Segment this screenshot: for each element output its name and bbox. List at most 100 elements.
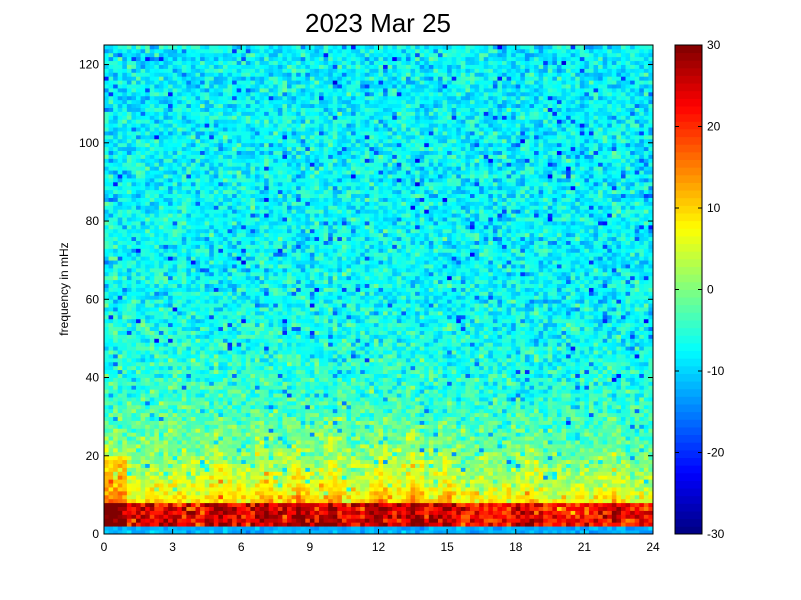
- heatmap-cell: [117, 404, 123, 410]
- heatmap-cell: [241, 295, 247, 300]
- heatmap-cell: [186, 455, 192, 461]
- heatmap-cell: [209, 178, 215, 183]
- heatmap-cell: [108, 424, 114, 429]
- heatmap-cell: [282, 213, 288, 218]
- heatmap-cell: [200, 326, 206, 331]
- heatmap-cell: [227, 365, 233, 371]
- heatmap-cell: [131, 416, 137, 421]
- heatmap-cell: [186, 408, 192, 414]
- heatmap-cell: [236, 311, 242, 316]
- heatmap-cell: [264, 111, 270, 116]
- heatmap-cell: [218, 291, 224, 296]
- heatmap-cell: [172, 432, 178, 437]
- heatmap-cell: [195, 303, 201, 308]
- heatmap-cell: [190, 350, 196, 355]
- heatmap-cell: [145, 193, 151, 198]
- heatmap-cell: [149, 381, 155, 386]
- heatmap-cell: [204, 514, 210, 519]
- heatmap-cell: [254, 314, 260, 320]
- heatmap-cell: [181, 412, 187, 418]
- heatmap-cell: [218, 197, 224, 202]
- heatmap-cell: [117, 80, 123, 85]
- heatmap-cell: [190, 138, 196, 144]
- heatmap-cell: [181, 287, 187, 292]
- heatmap-cell: [259, 72, 265, 77]
- heatmap-cell: [126, 166, 132, 171]
- heatmap-cell: [108, 377, 114, 382]
- heatmap-cell: [145, 64, 151, 69]
- heatmap-cell: [277, 494, 283, 500]
- heatmap-cell: [172, 514, 178, 519]
- heatmap-cell: [145, 80, 151, 85]
- heatmap-cell: [282, 318, 288, 324]
- heatmap-cell: [232, 459, 238, 464]
- heatmap-cell: [282, 197, 288, 202]
- heatmap-cell: [122, 56, 128, 62]
- heatmap-cell: [273, 408, 279, 414]
- heatmap-cell: [227, 506, 233, 511]
- heatmap-cell: [113, 275, 119, 281]
- heatmap-cell: [227, 99, 233, 105]
- heatmap-cell: [250, 68, 256, 73]
- heatmap-cell: [218, 193, 224, 198]
- heatmap-cell: [168, 318, 174, 324]
- heatmap-cell: [172, 361, 178, 367]
- heatmap-cell: [136, 514, 142, 519]
- heatmap-cell: [136, 361, 142, 367]
- heatmap-cell: [117, 346, 123, 351]
- heatmap-cell: [149, 115, 155, 120]
- heatmap-cell: [172, 166, 178, 171]
- heatmap-cell: [177, 107, 183, 112]
- heatmap-cell: [209, 506, 215, 511]
- heatmap-cell: [154, 361, 160, 367]
- heatmap-cell: [190, 381, 196, 386]
- heatmap-cell: [218, 506, 224, 511]
- heatmap-cell: [177, 498, 183, 504]
- heatmap-cell: [282, 455, 288, 461]
- heatmap-cell: [200, 60, 206, 65]
- heatmap-cell: [232, 103, 238, 108]
- heatmap-cell: [241, 123, 247, 128]
- heatmap-cell: [241, 444, 247, 449]
- heatmap-cell: [177, 338, 183, 343]
- heatmap-cell: [181, 252, 187, 257]
- heatmap-cell: [168, 48, 174, 54]
- heatmap-cell: [222, 201, 228, 206]
- heatmap-cell: [108, 279, 114, 285]
- heatmap-cell: [241, 428, 247, 433]
- heatmap-cell: [145, 267, 151, 273]
- heatmap-cell: [113, 373, 119, 378]
- heatmap-cell: [264, 170, 270, 175]
- heatmap-cell: [154, 209, 160, 214]
- heatmap-cell: [209, 45, 215, 50]
- heatmap-cell: [241, 283, 247, 288]
- heatmap-cell: [140, 217, 146, 222]
- heatmap-cell: [117, 354, 123, 359]
- heatmap-cell: [209, 256, 215, 261]
- heatmap-cell: [277, 123, 283, 128]
- heatmap-cell: [273, 303, 279, 308]
- heatmap-cell: [268, 158, 274, 163]
- heatmap-cell: [186, 248, 192, 253]
- heatmap-cell: [168, 84, 174, 89]
- heatmap-cell: [126, 221, 132, 226]
- heatmap-cell: [273, 424, 279, 429]
- heatmap-cell: [136, 420, 142, 425]
- heatmap-cell: [131, 221, 137, 226]
- heatmap-cell: [186, 162, 192, 167]
- heatmap-cell: [136, 217, 142, 222]
- heatmap-cell: [277, 185, 283, 191]
- heatmap-cell: [113, 244, 119, 249]
- heatmap-cell: [181, 322, 187, 328]
- heatmap-cell: [204, 271, 210, 277]
- heatmap-cell: [172, 326, 178, 331]
- heatmap-cell: [104, 318, 109, 324]
- heatmap-cell: [268, 502, 274, 508]
- heatmap-cell: [250, 444, 256, 449]
- heatmap-cell: [113, 72, 119, 77]
- heatmap-cell: [136, 400, 142, 406]
- heatmap-cell: [158, 432, 164, 437]
- heatmap-cell: [117, 416, 123, 421]
- heatmap-cell: [245, 498, 251, 504]
- heatmap-cell: [241, 432, 247, 437]
